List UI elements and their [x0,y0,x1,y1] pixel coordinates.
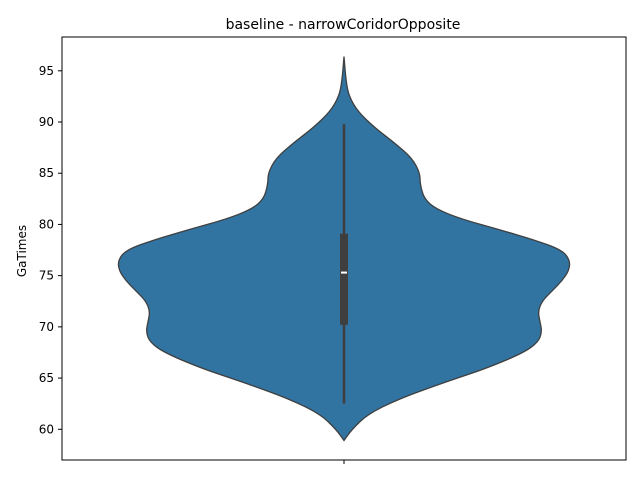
y-tick-label: 85 [39,166,54,180]
y-tick-label: 65 [39,371,54,385]
y-axis: 60 65 70 75 80 85 90 95 [39,64,62,436]
chart-title: baseline - narrowCoridorOpposite [226,17,461,33]
y-tick-label: 80 [39,217,54,231]
y-tick-label: 60 [39,422,54,436]
y-tick-label: 70 [39,320,54,334]
plot-area [117,56,571,442]
y-tick-label: 95 [39,64,54,78]
interquartile-box [340,233,348,325]
y-axis-label: GaTimes [15,225,29,277]
y-tick-label: 75 [39,269,54,283]
y-tick-label: 90 [39,115,54,129]
